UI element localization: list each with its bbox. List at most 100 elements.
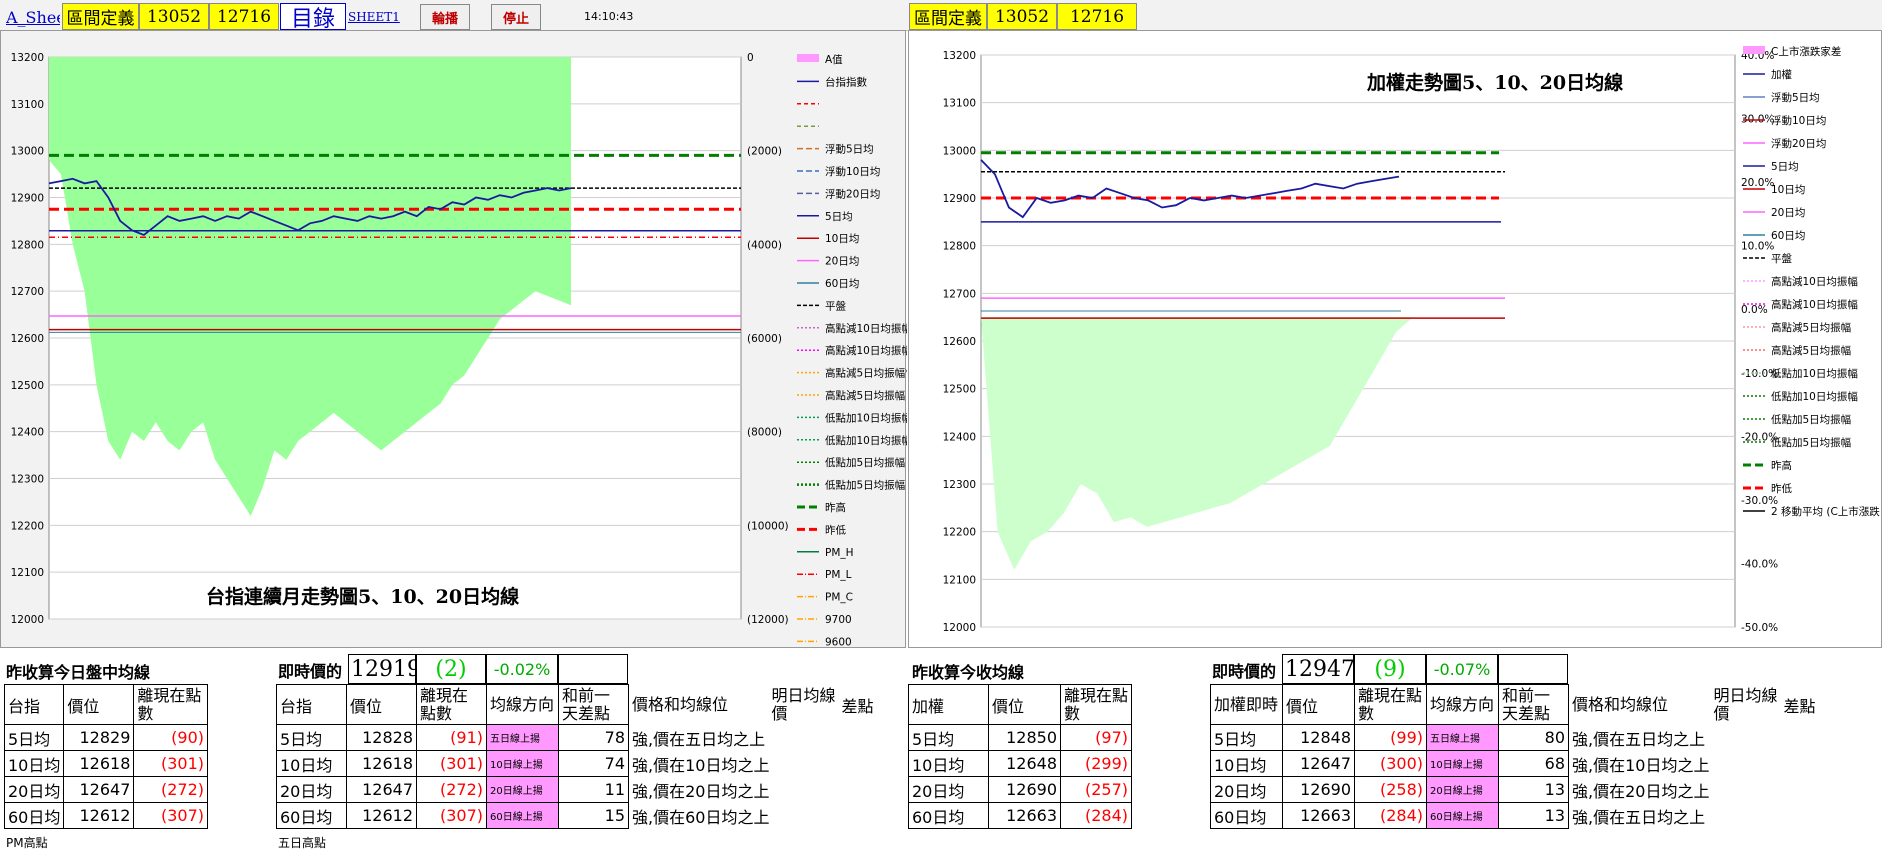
table-row: 10日均 12618 (301)	[3, 750, 208, 777]
legend-label: 5日均	[1771, 161, 1799, 173]
t3-r2c1: 12690	[988, 776, 1061, 803]
sheet1-link[interactable]: SHEET1	[348, 10, 400, 24]
y-tick-label: 12900	[11, 193, 44, 205]
t4-h4: 和前一天差點	[1498, 684, 1569, 725]
t3-table: 加權 價位 離現在點數 5日均 12850 (97) 10日均 12648 (299) …	[908, 684, 1132, 829]
legend-label: 昨低	[825, 523, 846, 536]
y-tick-label: 12200	[11, 520, 44, 532]
y-tick-label: 12100	[11, 567, 44, 579]
broadcast-button[interactable]: 輪播	[420, 4, 470, 30]
range-low-right: 12716	[1057, 3, 1137, 30]
taiex-chart-svg: 13200 13100 13000 12900 12800 12700 12600 12500…	[943, 45, 1881, 634]
t4-h0-text: 加權即時	[1214, 694, 1279, 714]
legend-label: 低點加10日均振幅	[1771, 367, 1858, 380]
taifex-chart: 13200 13100 13000 12900 12800 12700 12600 12500…	[0, 30, 934, 648]
t4-pct: -0.07%	[1426, 654, 1498, 684]
t2-footer: 五日高點	[278, 835, 327, 850]
t2-label: 即時價的	[278, 662, 343, 681]
t2-h7: 差點	[841, 696, 874, 716]
table-row: 20日均 12647 (272)	[3, 776, 208, 803]
legend-label: C上市漲跌家差	[1771, 45, 1841, 58]
legend-label: 高點減5日均振幅*0.8	[825, 367, 907, 380]
t1-h0: 台指	[3, 684, 65, 725]
range-low-left: 12716	[209, 3, 279, 30]
legend-label: 昨低	[1771, 482, 1793, 495]
y2-tick-label: -40.0%	[1741, 558, 1778, 570]
table-row: 60日均 12612 (307) 60日線上揚 15 強,價在60日均之上	[276, 802, 899, 829]
t1-r0c2: (90)	[133, 724, 208, 751]
t1-r3c0: 60日均	[3, 802, 65, 829]
y-tick-label: 12600	[11, 333, 44, 345]
t2-r3c1: 12612	[346, 802, 417, 829]
t3-title: 昨收算今收均線	[912, 663, 1025, 682]
y2-tick-label: (6000)	[747, 333, 782, 345]
legend-label: PM_C	[825, 592, 853, 604]
legend-label: 高點減10日均振幅	[1771, 298, 1858, 311]
y-tick-label: 13200	[943, 50, 976, 62]
t1-r2c0: 20日均	[3, 776, 65, 803]
t2-diff: (2)	[416, 654, 486, 684]
table-row: 10日均 12618 (301) 10日線上揚 74 強,價在10日均之上	[276, 750, 899, 777]
t2-r0c4: 78	[558, 724, 629, 751]
legend-label: 5日均	[825, 211, 853, 223]
y2-tick-label: (2000)	[747, 146, 782, 158]
y-tick-label: 12800	[943, 241, 976, 253]
y-tick-label: 12700	[11, 286, 44, 298]
menu-link[interactable]: 目錄	[280, 3, 346, 30]
range-label-right: 區間定義	[909, 3, 987, 30]
legend-swatch	[1743, 46, 1765, 54]
legend-label: 10日均	[1771, 184, 1805, 196]
y2-tick-label: -10.0%	[1741, 368, 1778, 380]
t1-title: 昨收算今日盤中均線	[6, 663, 151, 682]
t4-h3-text: 均線方向	[1430, 694, 1495, 714]
t4-h6: 明日均線價	[1711, 685, 1781, 725]
t4-h7: 差點	[1783, 696, 1816, 716]
y2-tick-label: 0.0%	[1741, 304, 1768, 316]
legend-label: 高點減5日均振幅	[1771, 321, 1851, 334]
legend-label: 低點加5日均振幅	[825, 479, 905, 492]
t4-r1c3: 10日線上揚	[1426, 750, 1499, 777]
y-tick-label: 12400	[943, 431, 976, 443]
t4-h5: 價格和均線位	[1569, 685, 1711, 725]
t2-r3c4: 15	[558, 802, 629, 829]
legend-swatch	[797, 54, 819, 62]
t4-r1c0: 10日均	[1210, 750, 1283, 777]
t2-r2c4: 11	[558, 776, 629, 803]
table-row: 60日均 12663 (284) 60日線上揚 13 強,價在五日均之上	[1210, 802, 1841, 829]
t4-h3: 均線方向	[1426, 684, 1499, 725]
legend-label: 浮動5日均	[1771, 91, 1820, 104]
t4-r2c3: 20日線上揚	[1426, 776, 1499, 803]
t4-r2c1: 12690	[1282, 776, 1355, 803]
sheet-link[interactable]: A_Shee	[6, 7, 60, 27]
y-tick-label: 12400	[11, 427, 44, 439]
t3-r2c0: 20日均	[908, 776, 989, 803]
t4-r0c5: 強,價在五日均之上	[1572, 729, 1706, 749]
range-high-right: 13052	[987, 3, 1057, 30]
y-tick-label: 13000	[943, 145, 976, 157]
table-row: 60日均 12612 (307)	[3, 802, 208, 829]
t2-h2: 離現在點數	[416, 684, 487, 725]
t4-r1c5: 強,價在10日均之上	[1572, 755, 1710, 775]
price-line	[980, 159, 1400, 219]
y2-tick-label: -20.0%	[1741, 431, 1778, 443]
t2-r1c4: 74	[558, 750, 629, 777]
t4-r1c1: 12647	[1282, 750, 1355, 777]
table-row: 20日均 12647 (272) 20日線上揚 11 強,價在20日均之上	[276, 776, 899, 803]
y2-tick-label: 20.0%	[1741, 177, 1774, 189]
chart-title: 加權走勢圖5、10、20日均線	[1366, 71, 1623, 94]
t3-r0c0: 5日均	[908, 724, 989, 751]
legend-label: 平盤	[825, 299, 846, 312]
t4-r2c4: 13	[1498, 776, 1569, 803]
legend-label: 浮動20日均	[1771, 137, 1826, 150]
table-row: 加權即時 價位 離現在點數 均線方向 和前一天差點 價格和均線位 明日均線價 差…	[1210, 684, 1841, 725]
t1-r1c1: 12618	[63, 750, 135, 777]
t4-r3c0: 60日均	[1210, 802, 1283, 829]
t2-r3c0: 60日均	[276, 802, 347, 829]
y-tick-label: 12000	[11, 614, 44, 626]
t1-r2c2: (272)	[133, 776, 208, 803]
t4-r3c3: 60日線上揚	[1426, 802, 1499, 829]
t2-r1c2: (301)	[416, 750, 487, 777]
y2-tick-label: -30.0%	[1741, 495, 1778, 507]
t4-r3c2: (284)	[1354, 802, 1427, 829]
stop-button[interactable]: 停止	[491, 4, 541, 30]
